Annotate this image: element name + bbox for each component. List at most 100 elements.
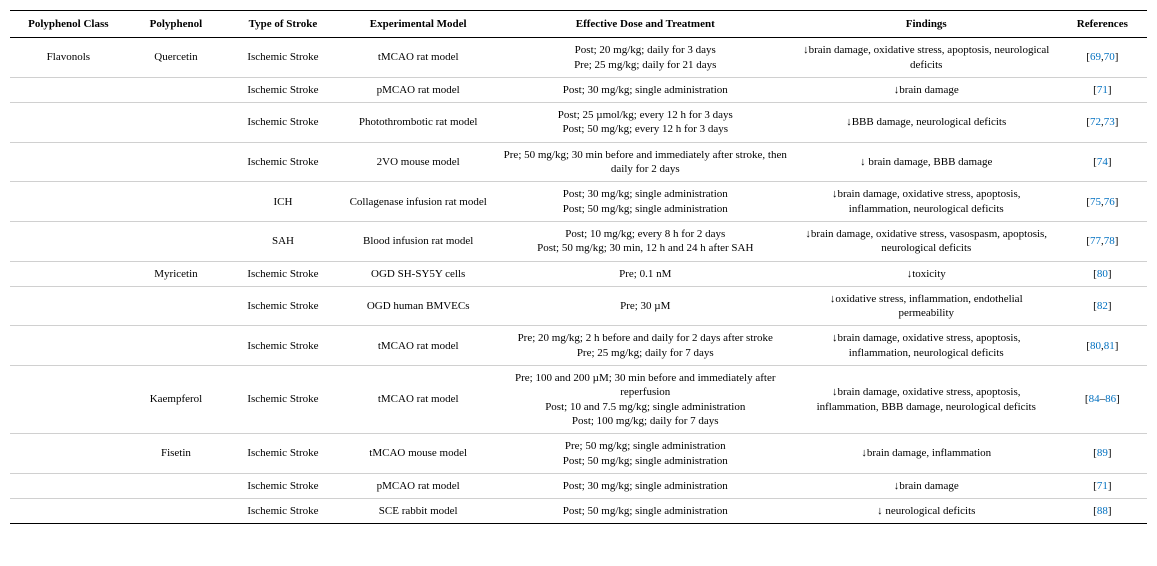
cell-dose: Pre; 30 µM [496,286,795,326]
cell-refs: [71] [1058,473,1147,498]
cell-poly: Myricetin [127,261,226,286]
cell-model: OGD SH-SY5Y cells [341,261,496,286]
cell-stroke: Ischemic Stroke [225,38,340,78]
cell-stroke: Ischemic Stroke [225,434,340,474]
th-findings: Findings [795,11,1058,38]
th-type-of-stroke: Type of Stroke [225,11,340,38]
th-effective-dose: Effective Dose and Treatment [496,11,795,38]
cell-refs: [74] [1058,142,1147,182]
reference-link[interactable]: 75 [1090,196,1101,208]
reference-link[interactable]: 70 [1104,51,1115,63]
cell-findings: ↓brain damage, oxidative stress, vasospa… [795,221,1058,261]
reference-link[interactable]: 74 [1097,156,1108,168]
cell-findings: ↓brain damage, oxidative stress, apoptos… [795,366,1058,434]
reference-link[interactable]: 89 [1097,447,1108,459]
table-row: ICHCollagenase infusion rat modelPost; 3… [10,182,1147,222]
cell-refs: [75,76] [1058,182,1147,222]
cell-refs: [88] [1058,499,1147,524]
table-row: MyricetinIschemic StrokeOGD SH-SY5Y cell… [10,261,1147,286]
cell-model: Collagenase infusion rat model [341,182,496,222]
cell-findings: ↓brain damage, oxidative stress, apoptos… [795,38,1058,78]
cell-dose: Post; 30 mg/kg; single administration [496,473,795,498]
cell-poly: Quercetin [127,38,226,78]
cell-refs: [84–86] [1058,366,1147,434]
header-row: Polyphenol Class Polyphenol Type of Stro… [10,11,1147,38]
table-row: Ischemic StrokepMCAO rat modelPost; 30 m… [10,77,1147,102]
cell-class [10,473,127,498]
cell-model: pMCAO rat model [341,473,496,498]
table-row: Ischemic StrokeOGD human BMVECsPre; 30 µ… [10,286,1147,326]
cell-poly [127,142,226,182]
reference-link[interactable]: 84 [1089,393,1100,405]
reference-link[interactable]: 73 [1104,116,1115,128]
cell-model: tMCAO rat model [341,38,496,78]
cell-model: SCE rabbit model [341,499,496,524]
cell-poly [127,77,226,102]
th-polyphenol: Polyphenol [127,11,226,38]
cell-class [10,77,127,102]
reference-link[interactable]: 81 [1104,340,1115,352]
cell-findings: ↓brain damage [795,77,1058,102]
cell-poly [127,326,226,366]
table-row: KaempferolIschemic StroketMCAO rat model… [10,366,1147,434]
reference-link[interactable]: 71 [1097,84,1108,96]
cell-stroke: SAH [225,221,340,261]
cell-dose: Pre; 50 mg/kg; 30 min before and immedia… [496,142,795,182]
cell-dose: Post; 10 mg/kg; every 8 h for 2 daysPost… [496,221,795,261]
reference-link[interactable]: 80 [1090,340,1101,352]
cell-dose: Pre; 100 and 200 µM; 30 min before and i… [496,366,795,434]
cell-poly [127,473,226,498]
reference-link[interactable]: 77 [1090,235,1101,247]
cell-refs: [77,78] [1058,221,1147,261]
cell-poly: Kaempferol [127,366,226,434]
cell-findings: ↓brain damage, oxidative stress, apoptos… [795,326,1058,366]
table-row: Ischemic StroketMCAO rat modelPre; 20 mg… [10,326,1147,366]
cell-poly [127,286,226,326]
cell-refs: [89] [1058,434,1147,474]
cell-stroke: Ischemic Stroke [225,499,340,524]
cell-findings: ↓ brain damage, BBB damage [795,142,1058,182]
reference-link[interactable]: 80 [1097,268,1108,280]
th-polyphenol-class: Polyphenol Class [10,11,127,38]
cell-poly [127,103,226,143]
reference-link[interactable]: 86 [1105,393,1116,405]
cell-model: 2VO mouse model [341,142,496,182]
cell-findings: ↓ neurological deficits [795,499,1058,524]
reference-link[interactable]: 72 [1090,116,1101,128]
cell-model: pMCAO rat model [341,77,496,102]
cell-refs: [80] [1058,261,1147,286]
cell-findings: ↓oxidative stress, inflammation, endothe… [795,286,1058,326]
cell-class [10,221,127,261]
th-references: References [1058,11,1147,38]
reference-link[interactable]: 76 [1104,196,1115,208]
cell-findings: ↓brain damage, oxidative stress, apoptos… [795,182,1058,222]
cell-dose: Pre; 50 mg/kg; single administrationPost… [496,434,795,474]
cell-model: tMCAO rat model [341,366,496,434]
th-experimental-model: Experimental Model [341,11,496,38]
cell-model: tMCAO rat model [341,326,496,366]
cell-class [10,103,127,143]
reference-link[interactable]: 71 [1097,480,1108,492]
cell-class [10,366,127,434]
reference-link[interactable]: 78 [1104,235,1115,247]
cell-class: Flavonols [10,38,127,78]
cell-class [10,434,127,474]
reference-link[interactable]: 88 [1097,505,1108,517]
cell-class [10,286,127,326]
cell-class [10,182,127,222]
cell-stroke: ICH [225,182,340,222]
cell-class [10,261,127,286]
cell-dose: Post; 50 mg/kg; single administration [496,499,795,524]
cell-findings: ↓brain damage, inflammation [795,434,1058,474]
cell-dose: Pre; 20 mg/kg; 2 h before and daily for … [496,326,795,366]
cell-dose: Post; 30 mg/kg; single administration [496,77,795,102]
cell-refs: [72,73] [1058,103,1147,143]
cell-findings: ↓toxicity [795,261,1058,286]
table-row: Ischemic StrokepMCAO rat modelPost; 30 m… [10,473,1147,498]
reference-link[interactable]: 82 [1097,300,1108,312]
cell-dose: Post; 30 mg/kg; single administrationPos… [496,182,795,222]
cell-stroke: Ischemic Stroke [225,261,340,286]
cell-model: tMCAO mouse model [341,434,496,474]
reference-link[interactable]: 69 [1090,51,1101,63]
cell-stroke: Ischemic Stroke [225,366,340,434]
